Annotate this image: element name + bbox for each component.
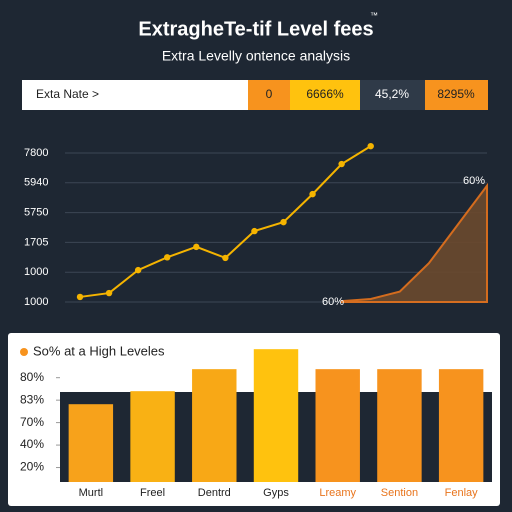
cell[interactable]: [248, 80, 290, 110]
y-tick-label: 20%: [20, 460, 44, 474]
cell[interactable]: [290, 80, 360, 110]
subtitle: Extra Levelly ontence analysis: [162, 48, 350, 64]
bar-title: So% at a High Leveles: [33, 343, 165, 358]
bar: [130, 391, 175, 482]
point: [280, 218, 287, 226]
point: [193, 243, 200, 251]
cell-text: 0: [266, 87, 273, 101]
point: [222, 254, 229, 262]
title-mark: ™: [370, 11, 378, 20]
point: [251, 227, 258, 235]
area: [340, 182, 488, 303]
point: [367, 142, 374, 150]
bar: [377, 369, 422, 482]
point: [105, 289, 113, 297]
bar: [68, 404, 114, 482]
cell[interactable]: [425, 80, 488, 110]
x-tick-label: Sention: [381, 487, 418, 499]
y-tick-label: 5940: [24, 177, 48, 189]
point: [134, 266, 142, 274]
y-tick-label: 80%: [20, 370, 44, 384]
cell[interactable]: [360, 80, 425, 110]
point: [164, 254, 171, 261]
x-tick-label: Gyps: [263, 487, 289, 499]
y-tick-label: 1000: [24, 296, 48, 308]
y-tick-label: 5750: [24, 207, 48, 219]
x-tick-label: Murtl: [79, 487, 103, 499]
point: [76, 293, 84, 301]
bar-title-dot: [20, 348, 28, 356]
input-label: Exta Nate >: [36, 87, 99, 101]
point: [338, 160, 345, 168]
x-tick-label: Dentrd: [198, 487, 231, 499]
bar: [438, 369, 484, 482]
title: ExtragheTe-tif Level fees: [138, 18, 373, 40]
x-tick-label: Fenlay: [445, 487, 479, 499]
bar: [192, 369, 237, 482]
x-tick-label: Freel: [140, 487, 165, 499]
annotation: 60%: [463, 175, 485, 187]
bar: [253, 349, 299, 482]
line: [79, 145, 372, 298]
cell-text: 6666%: [306, 87, 344, 101]
y-tick-label: 7800: [24, 147, 48, 159]
annotation: 60%: [322, 296, 344, 308]
input-box[interactable]: [22, 80, 248, 110]
x-tick-label: Lreamy: [319, 487, 356, 499]
y-tick-label: 83%: [20, 392, 44, 406]
point: [309, 190, 316, 198]
y-tick-label: 1000: [24, 266, 48, 278]
y-tick-label: 70%: [20, 415, 44, 429]
cell-text: 8295%: [437, 87, 475, 101]
y-tick-label: 1705: [24, 236, 48, 248]
y-tick-label: 40%: [20, 437, 44, 451]
cell-text: 45,2%: [375, 87, 409, 101]
bar: [315, 369, 360, 482]
